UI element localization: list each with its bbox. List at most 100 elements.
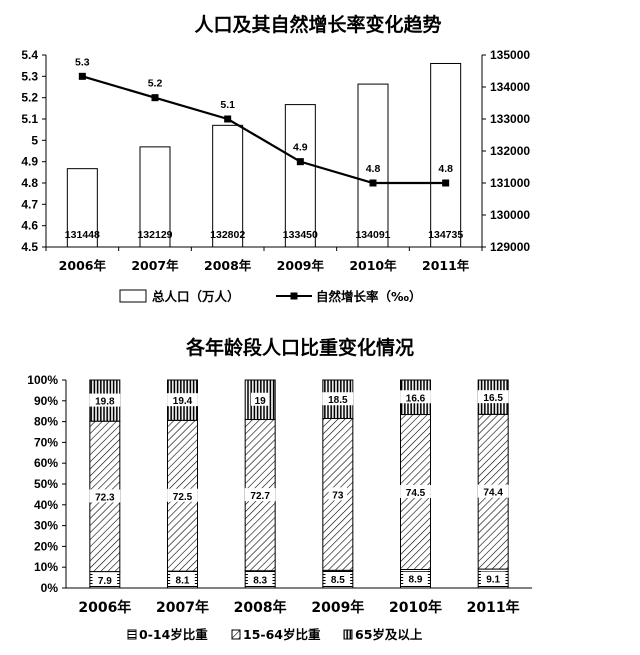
chart1-x-category-label: 2011年: [422, 258, 470, 273]
growth-rate-point: [369, 179, 377, 187]
legend-population-swatch: [119, 289, 147, 303]
chart2-x-category-label: 2011年: [467, 599, 520, 616]
segment-label-background: [170, 572, 195, 586]
chart2-x-category-label: 2006年: [78, 599, 131, 616]
chart1-left-tick-label: 4.7: [21, 197, 38, 211]
population-bar: [430, 62, 462, 248]
population-bar: [66, 168, 98, 248]
chart2-y-tick-label: 10%: [34, 560, 58, 574]
growth-rate-value-label: 4.9: [293, 142, 308, 154]
chart1-left-tick-label: 5: [31, 133, 38, 147]
chart1-growth-rate-line: [78, 72, 450, 187]
chart2-x-category-label: 2008年: [234, 599, 287, 616]
chart1-x-category-label: 2008年: [204, 258, 252, 273]
chart1-population-bars: [66, 62, 462, 248]
segment-label-background: [400, 390, 431, 404]
legend-rate-label: 自然增长率（‰）: [316, 289, 422, 304]
age-15-64-value-label: 72.3: [95, 492, 115, 503]
growth-rate-point: [296, 158, 304, 166]
chart1-left-tick-label: 4.9: [21, 155, 38, 169]
segment-label-background: [89, 489, 121, 503]
chart1-right-axis-ticks: 129000 130000 131000 132000 133000 134000 1350…: [482, 48, 530, 254]
segment-label-background: [328, 487, 348, 501]
chart2-segment-labels: 7.9 72.3 19.8 8.1 72.5 19.4 8.3 72.7 19 8.5 73 18.5…: [89, 390, 509, 587]
age-0-14-value-label: 9.1: [486, 575, 500, 586]
growth-rate-value-label: 5.2: [148, 78, 163, 90]
segment-label-background: [403, 571, 428, 585]
growth-rate-polyline: [82, 75, 446, 185]
segment-label-background: [244, 488, 276, 502]
segment-label-background: [480, 571, 506, 585]
chart2-x-category-label: 2007年: [156, 599, 209, 616]
population-trend-chart: 人口及其自然增长率变化趋势 4.54.64.74.84.955.15.25.35…: [21, 13, 530, 304]
chart1-right-tick-label: 133000: [490, 112, 530, 126]
chart1-left-tick-label: 4.5: [21, 240, 38, 254]
chart2-y-tick-label: 60%: [34, 456, 58, 470]
chart2-axes: [65, 380, 532, 589]
legend-rate-marker: [290, 292, 298, 300]
growth-rate-point: [442, 179, 450, 187]
population-value-label: 132129: [137, 229, 172, 241]
age-15-64-value-label: 74.4: [483, 488, 503, 499]
chart1-left-axis-ticks: 4.5 4.6 4.7 4.8 4.9 5 5.1 5.2 5.3 5.4: [21, 48, 46, 254]
population-value-label: 134735: [428, 229, 463, 241]
chart1-left-tick-label: 4.6: [21, 219, 38, 233]
chart1-left-tick-label: 5.3: [21, 69, 38, 83]
segment-label-background: [89, 393, 121, 407]
age-65plus-value-label: 19.4: [173, 396, 193, 407]
age-0-14-value-label: 8.9: [409, 575, 423, 586]
chart2-y-tick-label: 50%: [34, 477, 58, 491]
chart2-y-tick-label: 100%: [27, 373, 58, 387]
population-value-label: 134091: [355, 229, 390, 241]
chart2-x-category-label: 2009年: [311, 599, 364, 616]
chart1-right-tick-label: 130000: [490, 208, 530, 222]
segment-label-background: [400, 485, 431, 499]
population-bar: [212, 124, 244, 248]
growth-rate-point: [151, 94, 159, 102]
growth-rate-point: [224, 115, 232, 123]
legend-65plus-swatch: [343, 629, 353, 640]
chart2-x-category-label: 2010年: [389, 599, 442, 616]
chart1-legend: 总人口（万人） 自然增长率（‰）: [119, 289, 422, 304]
chart2-y-tick-label: 80%: [34, 415, 58, 429]
age-0-14-value-label: 8.1: [176, 576, 190, 587]
chart2-y-tick-label: 40%: [34, 498, 58, 512]
legend-65plus-label: 65岁及以上: [355, 627, 423, 642]
chart1-population-labels: 131448 132129 132802 133450 134091 134735: [65, 229, 464, 241]
legend-15-64-label: 15-64岁比重: [243, 627, 321, 642]
chart2-y-tick-label: 70%: [34, 435, 58, 449]
age-0-14-value-label: 8.5: [331, 575, 345, 586]
age-15-64-value-label: 74.5: [406, 488, 426, 499]
chart1-right-tick-label: 134000: [490, 80, 530, 94]
chart1-left-tick-label: 5.2: [21, 91, 38, 105]
legend-0-14-swatch: [127, 629, 137, 640]
age-65plus-value-label: 18.5: [328, 395, 348, 406]
age-0-14-value-label: 7.9: [98, 576, 112, 587]
segment-label-background: [250, 392, 270, 406]
chart1-x-category-label: 2010年: [349, 258, 397, 273]
age-15-64-value-label: 73: [332, 490, 344, 501]
chart2-legend: 0-14岁比重 15-64岁比重 65岁及以上: [127, 627, 423, 642]
segment-label-background: [247, 572, 273, 586]
age-structure-chart: 各年龄段人口比重变化情况 0% 10% 20% 30% 40% 50% 60% 70% 80% 9…: [27, 336, 532, 642]
chart1-left-tick-label: 5.4: [21, 48, 38, 62]
chart1-left-tick-label: 5.1: [21, 112, 38, 126]
age-65plus-value-label: 16.6: [406, 393, 426, 404]
chart1-right-tick-label: 131000: [490, 176, 530, 190]
population-value-label: 132802: [210, 229, 245, 241]
segment-label-background: [477, 484, 509, 498]
chart1-x-category-label: 2009年: [277, 258, 325, 273]
segment-label-background: [477, 390, 509, 404]
chart2-stacked-bars: [89, 379, 509, 589]
chart1-right-tick-label: 129000: [490, 240, 530, 254]
population-value-label: 131448: [65, 229, 100, 241]
segment-label-background: [167, 393, 198, 407]
legend-0-14-label: 0-14岁比重: [139, 627, 208, 642]
age-0-14-value-label: 8.3: [253, 575, 267, 586]
chart1-x-category-label: 2007年: [131, 258, 179, 273]
age-15-64-value-label: 72.7: [250, 491, 270, 502]
segment-label-background: [167, 488, 198, 502]
age-65plus-value-label: 19.8: [95, 397, 115, 408]
legend-15-64-swatch: [231, 629, 241, 640]
